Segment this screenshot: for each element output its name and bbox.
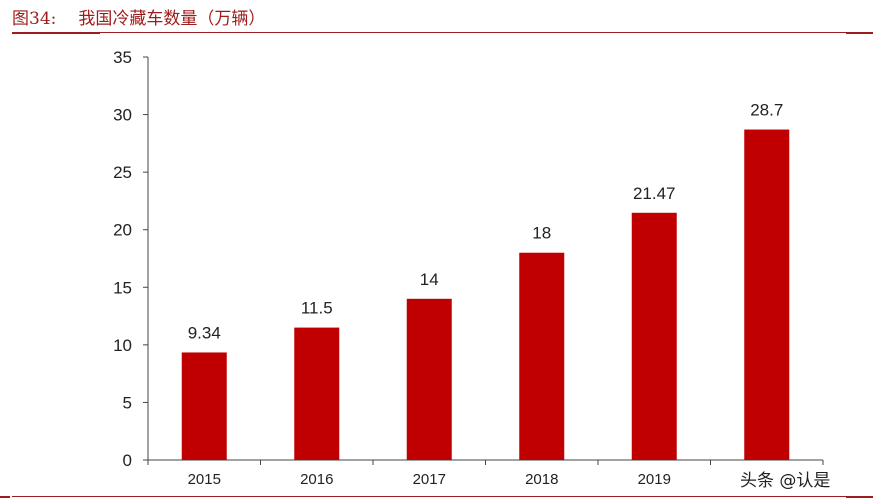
bars: 9.34 11.5 14 18 21.47 28.7 <box>181 101 790 461</box>
bar <box>631 212 677 460</box>
bar-value-label: 14 <box>420 270 439 289</box>
top-divider-accent-left <box>12 32 100 34</box>
bar <box>181 352 227 460</box>
bar <box>744 129 790 461</box>
y-tick-label: 5 <box>123 393 132 412</box>
bar-value-label: 28.7 <box>750 101 783 120</box>
bar <box>294 327 340 460</box>
x-tick-label: 2019 <box>638 471 671 488</box>
bar <box>519 252 565 460</box>
x-tick-label: 2018 <box>525 471 558 488</box>
x-tick-label: 2015 <box>188 471 221 488</box>
y-tick-label: 25 <box>113 163 132 182</box>
y-axis: 0 5 10 15 20 25 30 35 <box>113 48 149 470</box>
bar-value-label: 21.47 <box>633 184 676 203</box>
bar-value-label: 9.34 <box>188 323 221 342</box>
bar <box>406 298 452 460</box>
x-axis: 2015 2016 2017 2018 2019 <box>147 459 824 488</box>
y-tick-label: 0 <box>123 451 132 470</box>
y-tick-label: 10 <box>113 336 132 355</box>
bar-value-label: 18 <box>532 224 551 243</box>
x-tick-label: 2016 <box>300 471 333 488</box>
watermark: 头条 @认是 <box>740 471 831 491</box>
bottom-divider-accent-right <box>846 496 873 498</box>
x-tick-label: 2017 <box>413 471 446 488</box>
figure-number: 图34: <box>12 9 57 29</box>
figure-title-text: 我国冷藏车数量（万辆） <box>78 9 266 29</box>
top-divider <box>12 32 862 33</box>
y-tick-label: 35 <box>113 48 132 67</box>
bar-value-label: 11.5 <box>301 299 333 318</box>
y-tick-label: 30 <box>113 106 132 125</box>
top-divider-accent-right <box>846 32 873 34</box>
figure-title: 图34: 我国冷藏车数量（万辆） <box>12 4 265 29</box>
bottom-divider <box>12 496 862 497</box>
bottom-divider-accent-left <box>0 496 10 498</box>
y-tick-label: 15 <box>113 278 132 297</box>
y-tick-label: 20 <box>113 221 132 240</box>
